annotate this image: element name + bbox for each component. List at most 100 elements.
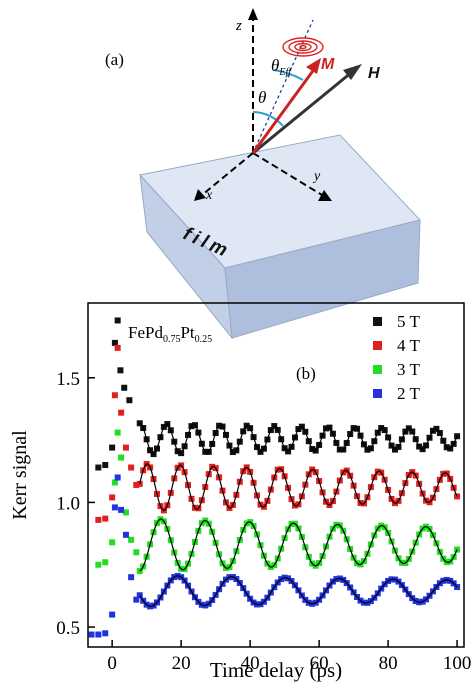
y-tick-label: 1.5 xyxy=(56,369,80,390)
legend-label: 5 T xyxy=(397,312,420,331)
data-point xyxy=(122,531,129,538)
y-axis-arrow xyxy=(318,190,332,201)
data-point xyxy=(118,506,125,513)
y-tick-label: 1.0 xyxy=(56,493,80,514)
data-point xyxy=(128,536,135,543)
data-point xyxy=(102,559,109,566)
data-point xyxy=(133,596,140,603)
data-point xyxy=(118,454,125,461)
panel-b-chart: 0 20 40 60 80 100 0.5 1.0 1.5 Time delay (ps) K… xyxy=(9,302,471,682)
y-axis-title: Kerr signal xyxy=(9,430,31,520)
m-vector-label: M xyxy=(321,56,335,73)
data-point xyxy=(109,611,116,618)
panel-a-label: (a) xyxy=(105,50,124,69)
x-tick-label: 20 xyxy=(172,653,191,674)
theta-eff-label: θEff xyxy=(271,56,292,78)
data-point xyxy=(114,429,121,436)
x-tick-label: 60 xyxy=(310,653,329,674)
annotation-sub-2: 0.25 xyxy=(195,334,213,345)
legend-swatch xyxy=(373,317,382,326)
x-tick-label: 0 xyxy=(107,653,117,674)
theta-eff-symbol: θ xyxy=(271,56,279,75)
series-2t xyxy=(88,474,461,638)
legend: 5 T 4 T 3 T 2 T xyxy=(373,312,420,403)
series-4t xyxy=(95,344,461,523)
theta-eff-subscript: Eff xyxy=(278,67,292,78)
z-axis-arrow xyxy=(248,8,258,20)
y-axis-ticks: 0.5 1.0 1.5 xyxy=(56,369,95,639)
legend-swatch xyxy=(373,389,382,398)
data-point xyxy=(102,462,109,469)
data-point xyxy=(136,592,143,599)
theta-eff-arc xyxy=(273,69,304,81)
fit-curve xyxy=(139,518,458,572)
legend-label: 3 T xyxy=(397,360,420,379)
data-point xyxy=(95,631,102,638)
precession-spiral-icon xyxy=(282,37,324,57)
plot-marks xyxy=(88,317,461,638)
data-point xyxy=(136,480,143,487)
data-point xyxy=(133,549,140,556)
panel-a: film z x y θ θEff H M (a) xyxy=(105,8,421,340)
h-vector-label: H xyxy=(368,65,380,82)
data-point xyxy=(136,568,143,575)
theta-arc xyxy=(252,111,284,127)
h-vector-arrow xyxy=(343,64,362,80)
data-point xyxy=(95,561,102,568)
theta-label: θ xyxy=(258,88,266,107)
x-axis xyxy=(201,152,254,196)
data-point xyxy=(95,516,102,523)
plot-frame xyxy=(87,302,465,648)
annotation-sub-1: 0.75 xyxy=(163,334,181,345)
data-point xyxy=(128,464,135,471)
data-point xyxy=(133,481,140,488)
data-point xyxy=(111,392,118,399)
y-tick-label: 0.5 xyxy=(56,618,80,639)
annotation-base-1: FePd xyxy=(128,323,163,342)
material-annotation: FePd0.75Pt0.25 xyxy=(128,323,212,345)
data-point xyxy=(95,464,102,471)
data-point xyxy=(109,539,116,546)
data-point xyxy=(122,444,129,451)
legend-label: 4 T xyxy=(397,336,420,355)
data-point xyxy=(111,479,118,486)
data-point xyxy=(102,630,109,637)
annotation-base-2: Pt xyxy=(180,323,194,342)
legend-swatch xyxy=(373,341,382,350)
data-point xyxy=(128,574,135,581)
x-tick-label: 100 xyxy=(443,653,472,674)
x-axis-arrow xyxy=(194,189,206,201)
data-point xyxy=(117,367,124,374)
y-axis xyxy=(252,152,323,196)
x-tick-label: 40 xyxy=(241,653,260,674)
data-point xyxy=(122,509,129,516)
data-point xyxy=(88,631,95,638)
series-5t xyxy=(95,317,461,471)
legend-label: 2 T xyxy=(397,384,420,403)
data-point xyxy=(126,397,133,404)
m-vector xyxy=(251,67,317,154)
data-point xyxy=(109,444,116,451)
data-point xyxy=(111,504,118,511)
data-point xyxy=(118,409,125,416)
effective-field-axis xyxy=(252,19,314,154)
y-axis-label: y xyxy=(312,169,321,184)
data-point xyxy=(114,317,121,324)
panel-b-label: (b) xyxy=(296,364,316,383)
data-point xyxy=(111,339,118,346)
data-point xyxy=(454,546,461,553)
data-point xyxy=(102,515,109,522)
x-axis-ticks: 0 20 40 60 80 100 xyxy=(107,640,471,674)
x-tick-label: 80 xyxy=(379,653,398,674)
h-vector xyxy=(252,70,353,155)
fit-curve xyxy=(139,463,458,512)
series-3t xyxy=(95,429,461,575)
legend-swatch xyxy=(373,365,382,374)
z-axis-label: z xyxy=(235,18,242,34)
film-block-side xyxy=(224,219,421,339)
data-point xyxy=(114,344,121,351)
fit-curve xyxy=(139,575,458,608)
fit-curve xyxy=(139,422,458,455)
x-axis-label: x xyxy=(205,188,213,203)
